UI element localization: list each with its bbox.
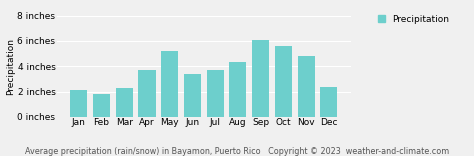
Bar (320, 87, 337, 117)
Bar (298, 56, 315, 117)
Bar (252, 40, 269, 117)
Text: Average precipitation (rain/snow) in Bayamon, Puerto Rico   Copyright © 2023  we: Average precipitation (rain/snow) in Bay… (25, 147, 449, 156)
Bar (116, 88, 133, 117)
Legend: Precipitation: Precipitation (378, 15, 449, 24)
Bar (70, 90, 87, 117)
Y-axis label: Precipitation: Precipitation (6, 38, 15, 95)
Bar (161, 51, 178, 117)
Bar (184, 74, 201, 117)
Bar (229, 63, 246, 117)
Bar (275, 46, 292, 117)
Bar (138, 70, 155, 117)
Bar (207, 70, 224, 117)
Bar (93, 94, 110, 117)
